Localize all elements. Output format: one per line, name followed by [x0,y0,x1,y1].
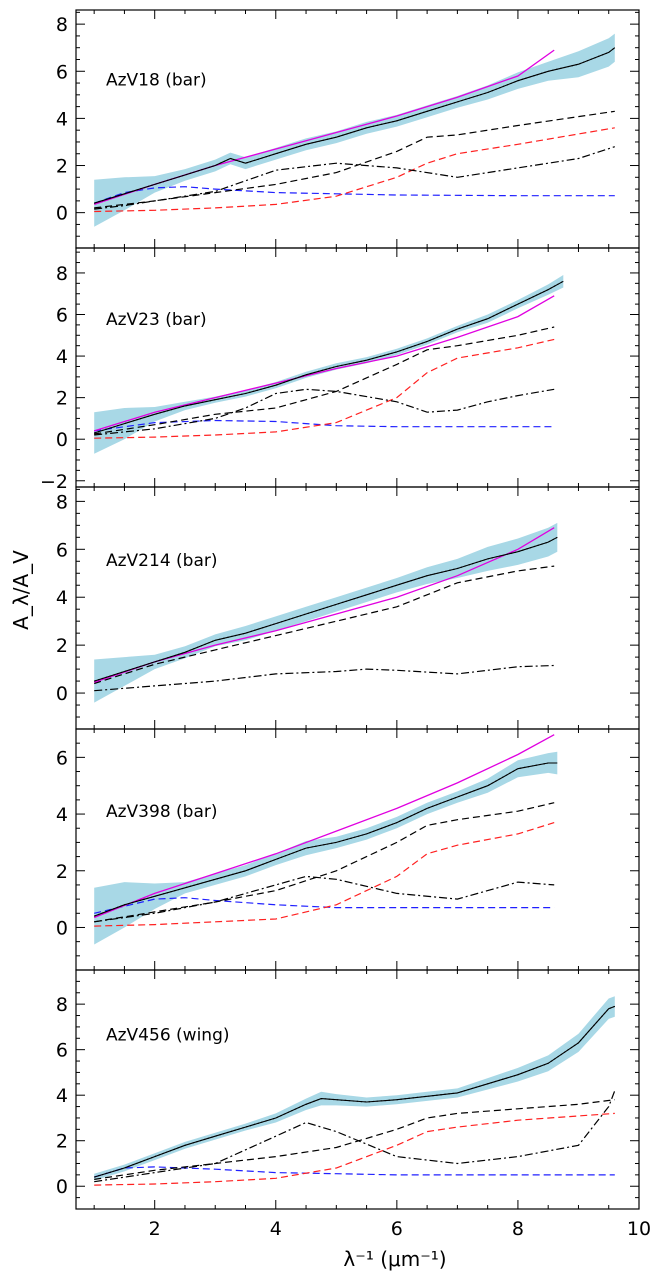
panel-plot-area [94,275,564,454]
panel-plot-area [93,33,616,227]
panel-4: 0 2 4 6 AzV398 (bar) [56,728,640,971]
black-dashdot-component [94,1090,616,1183]
observed-smoothed-curve [94,1005,615,1178]
panel-3: 0 2 4 6 8 AzV214 (bar) [56,486,640,730]
panel-label: AzV456 (wing) [106,1026,230,1046]
y-tick-label: 6 [56,61,68,83]
y-tick-label: 4 [56,1085,68,1107]
uncertainty-band [94,522,558,703]
y-tick-label: 8 [56,14,68,36]
panel-label: AzV18 (bar) [106,70,207,90]
x-tick-label: 8 [512,1218,524,1240]
red-dashed-component [94,127,615,213]
uncertainty-band [94,751,558,945]
y-tick-label: 8 [56,263,68,285]
panel-frame [75,969,640,1210]
panel-1: 0 2 4 6 8 AzV18 (bar) [56,9,640,249]
observed-smoothed-curve [94,536,558,682]
black-dashdot-component [94,388,555,436]
y-tick-label: 2 [56,388,68,410]
black-dashed-component [94,326,555,435]
y-tick-label: 0 [56,683,68,705]
y-tick-label: 8 [56,994,68,1016]
model-curve [93,734,555,919]
black-dashdot-component [94,875,555,923]
x-axis-title: λ⁻¹ (μm⁻¹) [343,1247,446,1271]
y-tick-label: 0 [56,1176,68,1198]
panel-plot-area [94,996,616,1186]
panels-group: 0 2 4 6 8 AzV18 (bar) −2 0 2 4 6 8 AzV23 (bar) 0 2 4 6 8 A… [40,9,651,1240]
black-dashed-component [94,802,555,923]
x-tick-label: 6 [391,1218,403,1240]
y-tick-label: 2 [56,156,68,178]
uncertainty-band [94,33,615,227]
y-tick-label: 8 [56,491,68,513]
y-tick-label: 6 [56,305,68,327]
black-dashdot-component [94,664,555,692]
model-curve [93,527,555,683]
red-dashed-component [94,822,555,927]
panel-label: AzV23 (bar) [106,310,207,330]
panel-plot-area [93,522,558,703]
blue-dashed-component [94,186,615,204]
x-tick-label: 10 [627,1218,651,1240]
y-tick-label: 4 [56,804,68,826]
y-tick-label: 0 [56,203,68,225]
y-tick-label: 6 [56,1040,68,1062]
red-dashed-component [94,1112,615,1186]
panel-label: AzV214 (bar) [106,551,218,571]
panel-plot-area [93,734,558,945]
red-dashed-component [94,338,555,439]
observed-smoothed-curve [94,762,558,917]
y-tick-label: 2 [56,861,68,883]
y-tick-label: 6 [56,539,68,561]
black-dashed-component [94,1099,615,1180]
x-tick-label: 2 [149,1218,161,1240]
observed-smoothed-curve [94,47,616,204]
blue-dashed-component [94,897,555,914]
y-tick-label: 2 [56,1131,68,1153]
x-tick-label: 4 [270,1218,282,1240]
y-tick-label: 4 [56,587,68,609]
y-tick-label: 4 [56,108,68,130]
black-dashdot-component [94,146,615,210]
y-tick-label: 0 [56,917,68,939]
black-dashed-component [94,565,555,685]
y-tick-label: 2 [56,635,68,657]
y-tick-label: −2 [40,471,68,493]
panel-label: AzV398 (bar) [106,802,218,822]
model-curve [94,295,555,432]
panel-2: −2 0 2 4 6 8 AzV23 (bar) [40,247,640,493]
blue-dashed-component [94,419,555,432]
y-axis-title: A_λ/A_V [9,550,33,630]
y-tick-label: 4 [56,346,68,368]
observed-smoothed-curve [94,280,564,434]
uncertainty-band [94,996,615,1181]
panel-5: 0 2 4 6 8 AzV456 (wing) [56,969,640,1210]
y-tick-label: 6 [56,747,68,769]
y-tick-label: 0 [56,429,68,451]
